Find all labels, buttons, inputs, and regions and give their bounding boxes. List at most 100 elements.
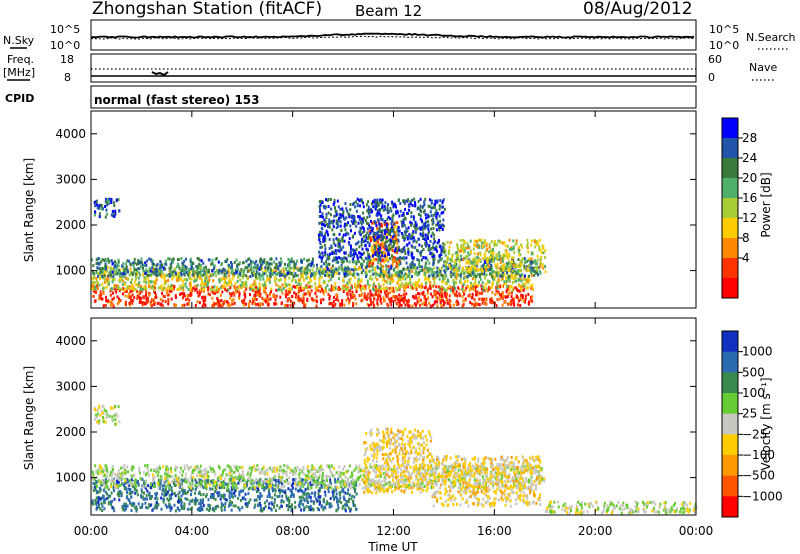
heatmap-cell xyxy=(337,205,340,209)
heatmap-cell xyxy=(219,497,222,501)
heatmap-cell xyxy=(488,260,491,264)
heatmap-cell xyxy=(368,210,371,213)
heatmap-cell xyxy=(319,246,322,250)
heatmap-cell xyxy=(451,288,454,292)
heatmap-cell xyxy=(464,288,467,292)
heatmap-cell xyxy=(441,224,444,228)
heatmap-cell xyxy=(506,284,509,288)
heatmap-cell xyxy=(310,273,313,277)
heatmap-cell xyxy=(209,487,212,491)
heatmap-cell xyxy=(391,289,394,293)
heatmap-cell xyxy=(516,303,519,307)
heatmap-cell xyxy=(279,274,281,278)
heatmap-cell xyxy=(492,252,495,256)
heatmap-cell xyxy=(151,286,154,290)
heatmap-cell xyxy=(517,245,520,249)
heatmap-cell xyxy=(421,302,424,306)
heatmap-cell xyxy=(470,261,473,265)
heatmap-cell xyxy=(441,205,444,209)
heatmap-cell xyxy=(372,301,375,304)
heatmap-cell xyxy=(116,284,119,288)
heatmap-cell xyxy=(144,271,147,275)
heatmap-cell xyxy=(405,292,408,296)
heatmap-cell xyxy=(342,210,345,214)
heatmap-cell xyxy=(256,287,259,291)
heatmap-cell xyxy=(385,267,388,271)
heatmap-cell xyxy=(271,487,274,490)
heatmap-cell xyxy=(518,284,521,288)
heatmap-cell xyxy=(161,304,164,308)
heatmap-cell xyxy=(544,270,547,274)
heatmap-cell xyxy=(332,250,335,254)
heatmap-cell xyxy=(147,299,150,303)
heatmap-cell xyxy=(392,268,395,272)
heatmap-cell xyxy=(253,498,256,502)
heatmap-cell xyxy=(439,295,442,299)
heatmap-cell xyxy=(323,205,326,209)
heatmap-cell xyxy=(189,288,192,292)
heatmap-cell xyxy=(101,283,104,287)
heatmap-cell xyxy=(393,222,396,226)
heatmap-cell xyxy=(264,505,267,509)
heatmap-cell xyxy=(454,287,457,290)
heatmap-cell xyxy=(440,226,443,230)
heatmap-cell xyxy=(101,297,104,301)
noise-axis-bottom: 10^0 xyxy=(50,39,80,52)
heatmap-cell xyxy=(348,237,351,240)
noise-axis-top: 10^5 xyxy=(50,23,80,36)
heatmap-cell xyxy=(347,506,350,510)
heatmap-cell xyxy=(116,295,119,299)
heatmap-cell xyxy=(526,246,529,250)
heatmap-cell xyxy=(273,271,276,275)
heatmap-cell xyxy=(396,266,399,270)
heatmap-cell xyxy=(136,262,138,266)
heatmap-cell xyxy=(256,263,259,267)
heatmap-cell xyxy=(409,202,412,206)
heatmap-cell xyxy=(249,284,252,288)
heatmap-cell xyxy=(356,260,358,263)
heatmap-cell xyxy=(259,277,262,281)
heatmap-cell xyxy=(127,270,129,274)
heatmap-cell xyxy=(360,263,363,267)
heatmap-cell xyxy=(256,302,259,306)
heatmap-cell xyxy=(405,261,408,265)
heatmap-cell xyxy=(366,264,369,268)
heatmap-cell xyxy=(479,238,482,242)
heatmap-cell xyxy=(329,198,332,201)
heatmap-cell xyxy=(346,259,348,263)
heatmap-cell xyxy=(456,257,459,261)
heatmap-cell xyxy=(331,252,334,255)
heatmap-cell xyxy=(325,212,328,216)
heatmap-cell xyxy=(342,214,345,218)
heatmap-cell xyxy=(475,264,478,268)
heatmap-cell xyxy=(107,279,110,283)
heatmap-cell xyxy=(328,237,331,241)
heatmap-cell xyxy=(302,275,305,279)
heatmap-cell xyxy=(355,209,358,213)
heatmap-cell xyxy=(336,293,339,297)
heatmap-cell xyxy=(103,507,106,511)
heatmap-cell xyxy=(519,277,522,281)
heatmap-cell xyxy=(524,297,527,301)
heatmap-cell xyxy=(409,268,412,272)
heatmap-cell xyxy=(389,207,392,210)
heatmap-cell xyxy=(255,490,258,494)
heatmap-cell xyxy=(140,488,143,492)
heatmap-cell xyxy=(506,244,509,248)
heatmap-cell xyxy=(94,299,97,303)
heatmap-cell xyxy=(427,220,430,224)
heatmap-cell xyxy=(505,254,508,258)
heatmap-cell xyxy=(428,286,431,290)
heatmap-cell xyxy=(341,300,344,304)
heatmap-cell xyxy=(219,304,222,308)
heatmap-cell xyxy=(316,499,319,503)
heatmap-cell xyxy=(105,201,108,205)
heatmap-cell xyxy=(510,262,513,266)
heatmap-cell xyxy=(467,294,470,298)
heatmap-cell xyxy=(448,249,450,253)
heatmap-cell xyxy=(436,249,438,253)
heatmap-cell xyxy=(225,276,228,280)
heatmap-cell xyxy=(404,282,407,286)
heatmap-cell xyxy=(399,270,402,273)
heatmap-cell xyxy=(322,281,325,284)
